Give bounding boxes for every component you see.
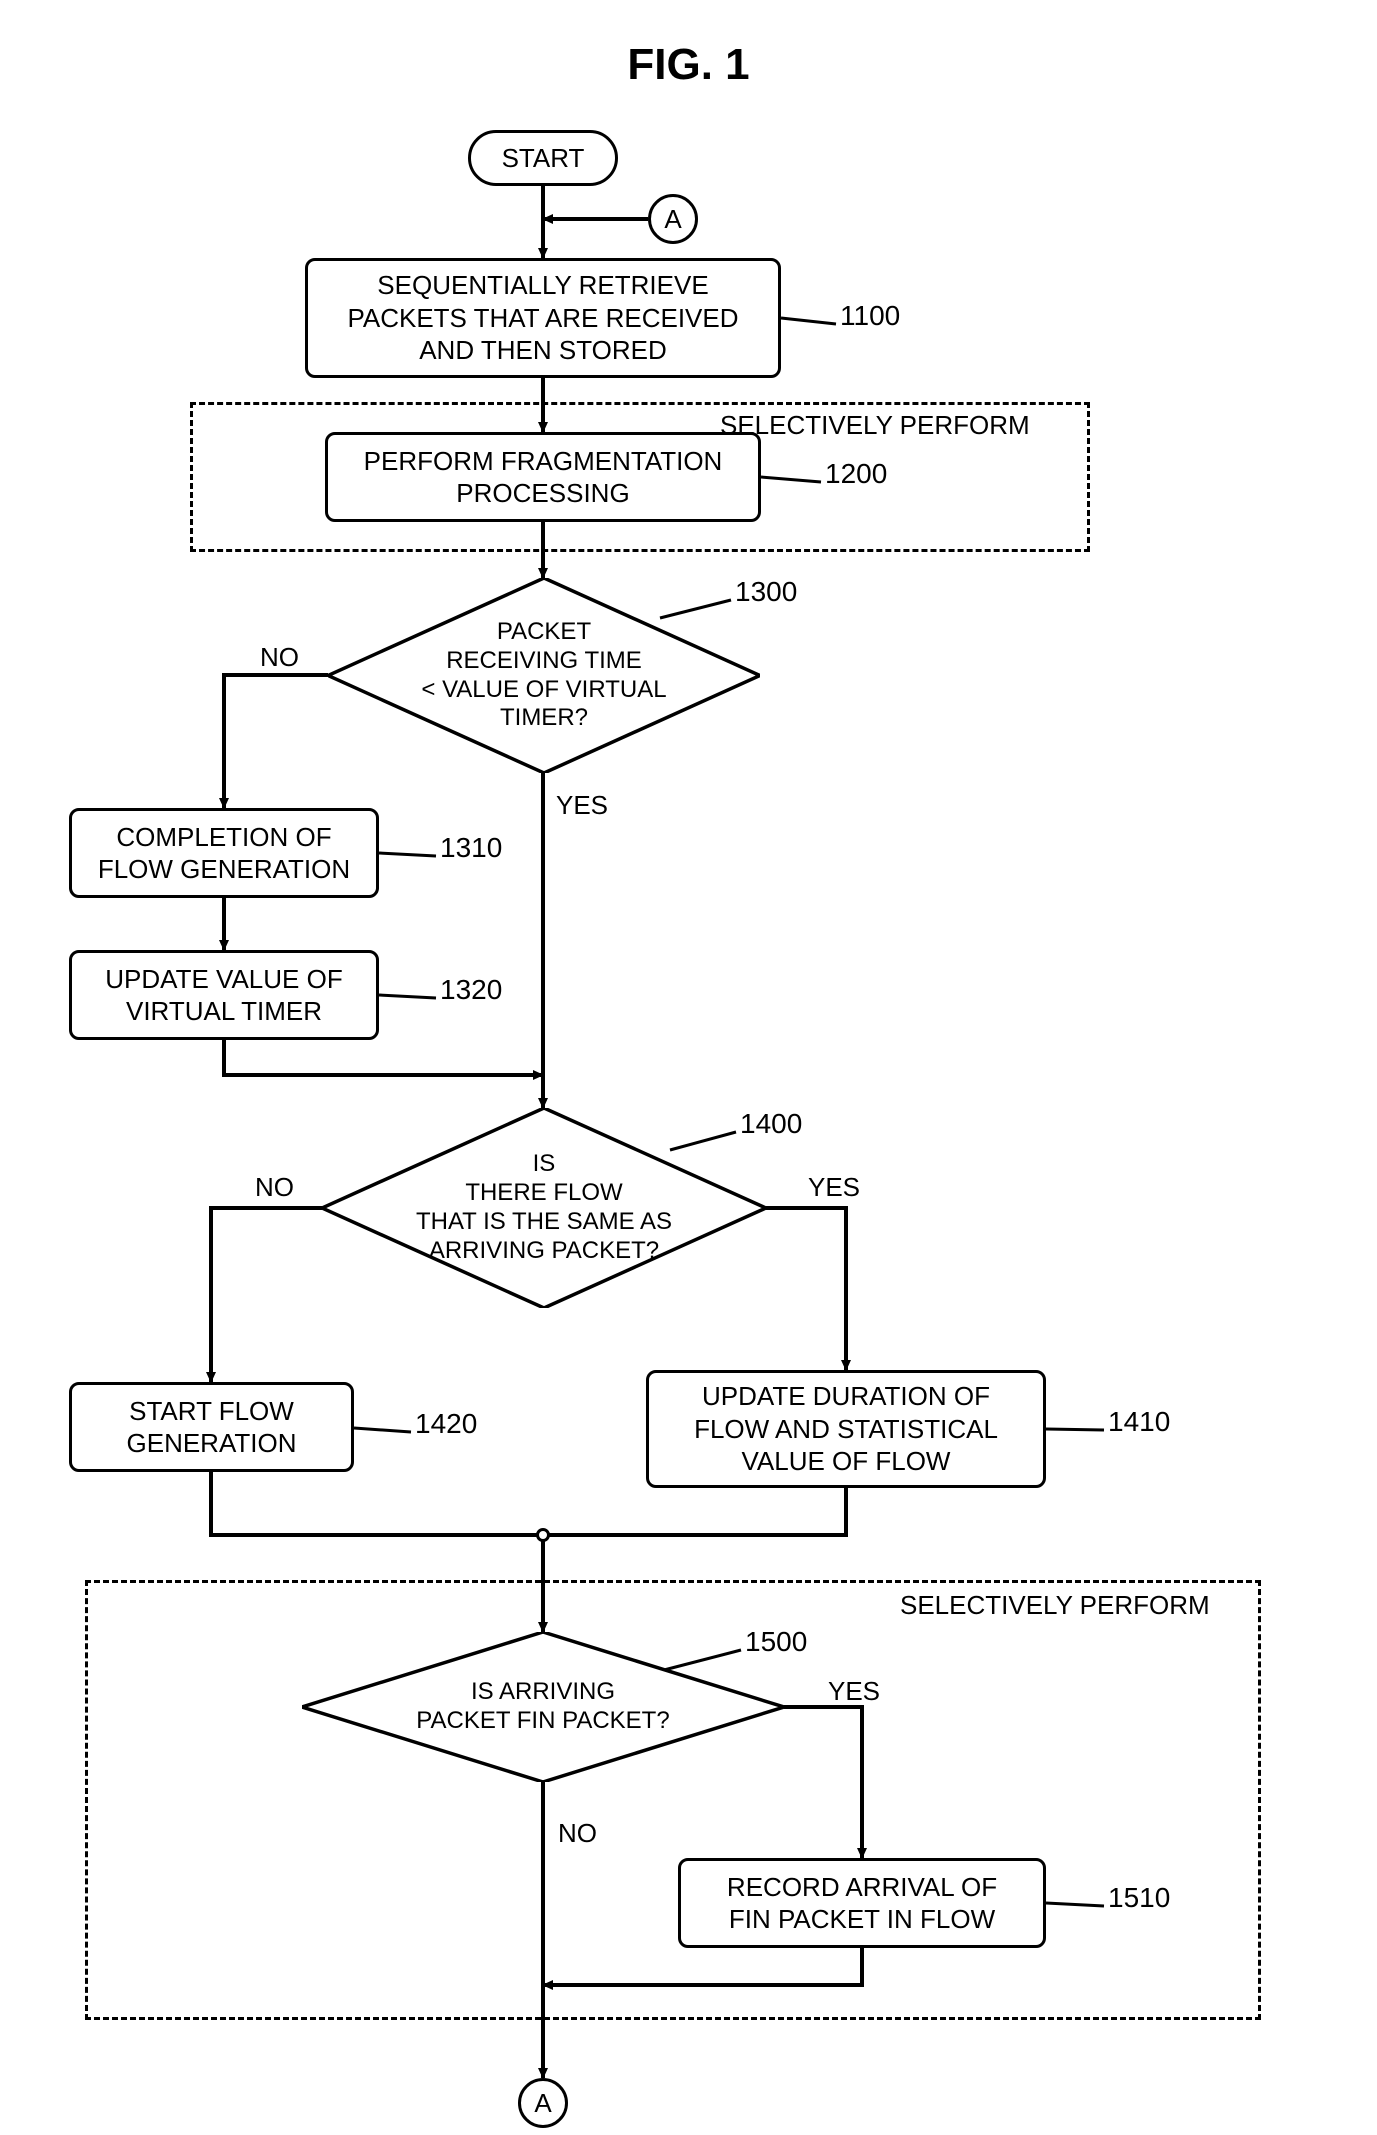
decision-1400-label: ISTHERE FLOWTHAT IS THE SAME ASARRIVING …: [410, 1150, 678, 1265]
connector-a-top: A: [648, 194, 698, 244]
decision-1500-label: IS ARRIVINGPACKET FIN PACKET?: [410, 1678, 675, 1736]
decision-1400: ISTHERE FLOWTHAT IS THE SAME ASARRIVING …: [322, 1108, 766, 1308]
ref-1320: 1320: [440, 974, 502, 1006]
region-1-label: SELECTIVELY PERFORM: [720, 410, 1030, 441]
region-2-label: SELECTIVELY PERFORM: [900, 1590, 1210, 1621]
step-1200-label: PERFORM FRAGMENTATIONPROCESSING: [364, 445, 723, 510]
label-yes-2: YES: [808, 1172, 860, 1203]
step-1420: START FLOWGENERATION: [69, 1382, 354, 1472]
step-1200: PERFORM FRAGMENTATIONPROCESSING: [325, 432, 761, 522]
step-1510-label: RECORD ARRIVAL OFFIN PACKET IN FLOW: [727, 1871, 997, 1936]
connector-a-bottom: A: [518, 2078, 568, 2128]
figure-title: FIG. 1: [0, 40, 1377, 90]
start-terminator: START: [468, 130, 618, 186]
step-1510: RECORD ARRIVAL OFFIN PACKET IN FLOW: [678, 1858, 1046, 1948]
ref-1310: 1310: [440, 832, 502, 864]
ref-1510: 1510: [1108, 1882, 1170, 1914]
ref-1400: 1400: [740, 1108, 802, 1140]
label-no-1: NO: [260, 642, 299, 673]
step-1420-label: START FLOWGENERATION: [127, 1395, 297, 1460]
step-1310-label: COMPLETION OFFLOW GENERATION: [98, 821, 350, 886]
decision-1300-label: PACKETRECEIVING TIME< VALUE OF VIRTUALTI…: [415, 618, 672, 733]
step-1410: UPDATE DURATION OFFLOW AND STATISTICALVA…: [646, 1370, 1046, 1488]
ref-1100: 1100: [840, 300, 900, 332]
label-yes-1: YES: [556, 790, 608, 821]
step-1410-label: UPDATE DURATION OFFLOW AND STATISTICALVA…: [694, 1380, 998, 1478]
label-no-2: NO: [255, 1172, 294, 1203]
ref-1410: 1410: [1108, 1406, 1170, 1438]
start-label: START: [502, 143, 585, 174]
connector-a-bottom-label: A: [534, 2088, 551, 2119]
step-1310: COMPLETION OFFLOW GENERATION: [69, 808, 379, 898]
label-no-3: NO: [558, 1818, 597, 1849]
step-1320-label: UPDATE VALUE OFVIRTUAL TIMER: [105, 963, 342, 1028]
decision-1500: IS ARRIVINGPACKET FIN PACKET?: [302, 1632, 784, 1782]
ref-1200: 1200: [825, 458, 887, 490]
ref-1500: 1500: [745, 1626, 807, 1658]
step-1100: SEQUENTIALLY RETRIEVEPACKETS THAT ARE RE…: [305, 258, 781, 378]
label-yes-3: YES: [828, 1676, 880, 1707]
step-1320: UPDATE VALUE OFVIRTUAL TIMER: [69, 950, 379, 1040]
ref-1420: 1420: [415, 1408, 477, 1440]
merge-dot-2: [536, 1528, 550, 1542]
connector-a-top-label: A: [664, 204, 681, 235]
decision-1300: PACKETRECEIVING TIME< VALUE OF VIRTUALTI…: [328, 578, 760, 773]
step-1100-label: SEQUENTIALLY RETRIEVEPACKETS THAT ARE RE…: [347, 269, 738, 367]
ref-1300: 1300: [735, 576, 797, 608]
